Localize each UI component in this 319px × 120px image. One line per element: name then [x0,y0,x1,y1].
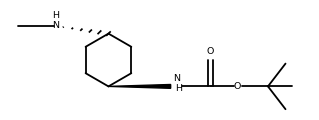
Text: O: O [207,46,214,55]
Text: N: N [52,21,59,30]
Text: O: O [234,82,241,91]
Text: H: H [52,11,59,20]
Polygon shape [108,84,171,88]
Text: H: H [175,84,182,93]
Text: N: N [173,74,180,83]
